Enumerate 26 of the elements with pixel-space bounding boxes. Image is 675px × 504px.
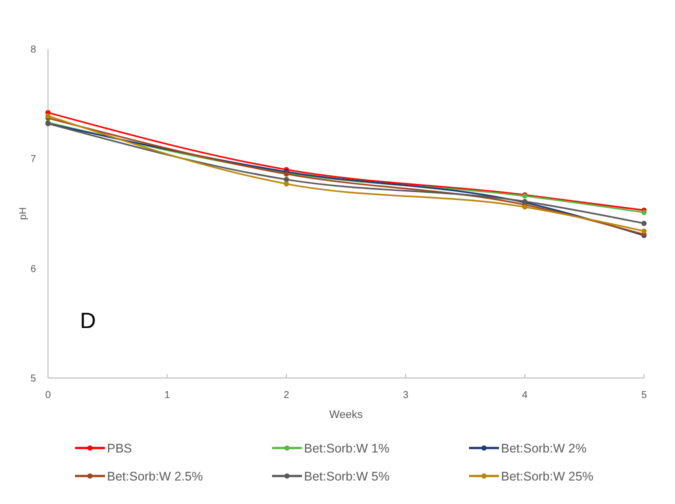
legend-label: Bet:Sorb:W 1% xyxy=(304,442,390,456)
legend-label: Bet:Sorb:W 5% xyxy=(304,470,390,484)
point xyxy=(284,176,289,182)
x-tick-label: 1 xyxy=(164,390,170,401)
point xyxy=(45,113,51,118)
legend-label: PBS xyxy=(107,442,132,456)
legend-label: Bet:Sorb:W 2.5% xyxy=(107,470,203,484)
point xyxy=(641,210,647,216)
point xyxy=(641,220,647,226)
x-tick-label: 0 xyxy=(45,390,52,401)
point xyxy=(641,228,647,234)
y-tick-label: 7 xyxy=(30,154,36,166)
point xyxy=(522,204,528,210)
y-axis-title: pH xyxy=(18,207,29,220)
x-tick-label: 3 xyxy=(402,390,409,401)
y-tick-label: 8 xyxy=(30,44,36,56)
annotation: D xyxy=(80,308,96,333)
x-tick-label: 5 xyxy=(641,390,648,401)
x-tick-label: 4 xyxy=(522,390,528,401)
legend-label: Bet:Sorb:W 2% xyxy=(501,442,586,456)
y-tick-label: 5 xyxy=(30,374,36,384)
x-axis-title: Weeks xyxy=(329,409,364,421)
x-tick-label: 2 xyxy=(284,390,290,401)
legend-label: Bet:Sorb:W 25% xyxy=(501,470,594,484)
y-tick-label: 6 xyxy=(30,264,36,275)
point xyxy=(284,181,289,186)
